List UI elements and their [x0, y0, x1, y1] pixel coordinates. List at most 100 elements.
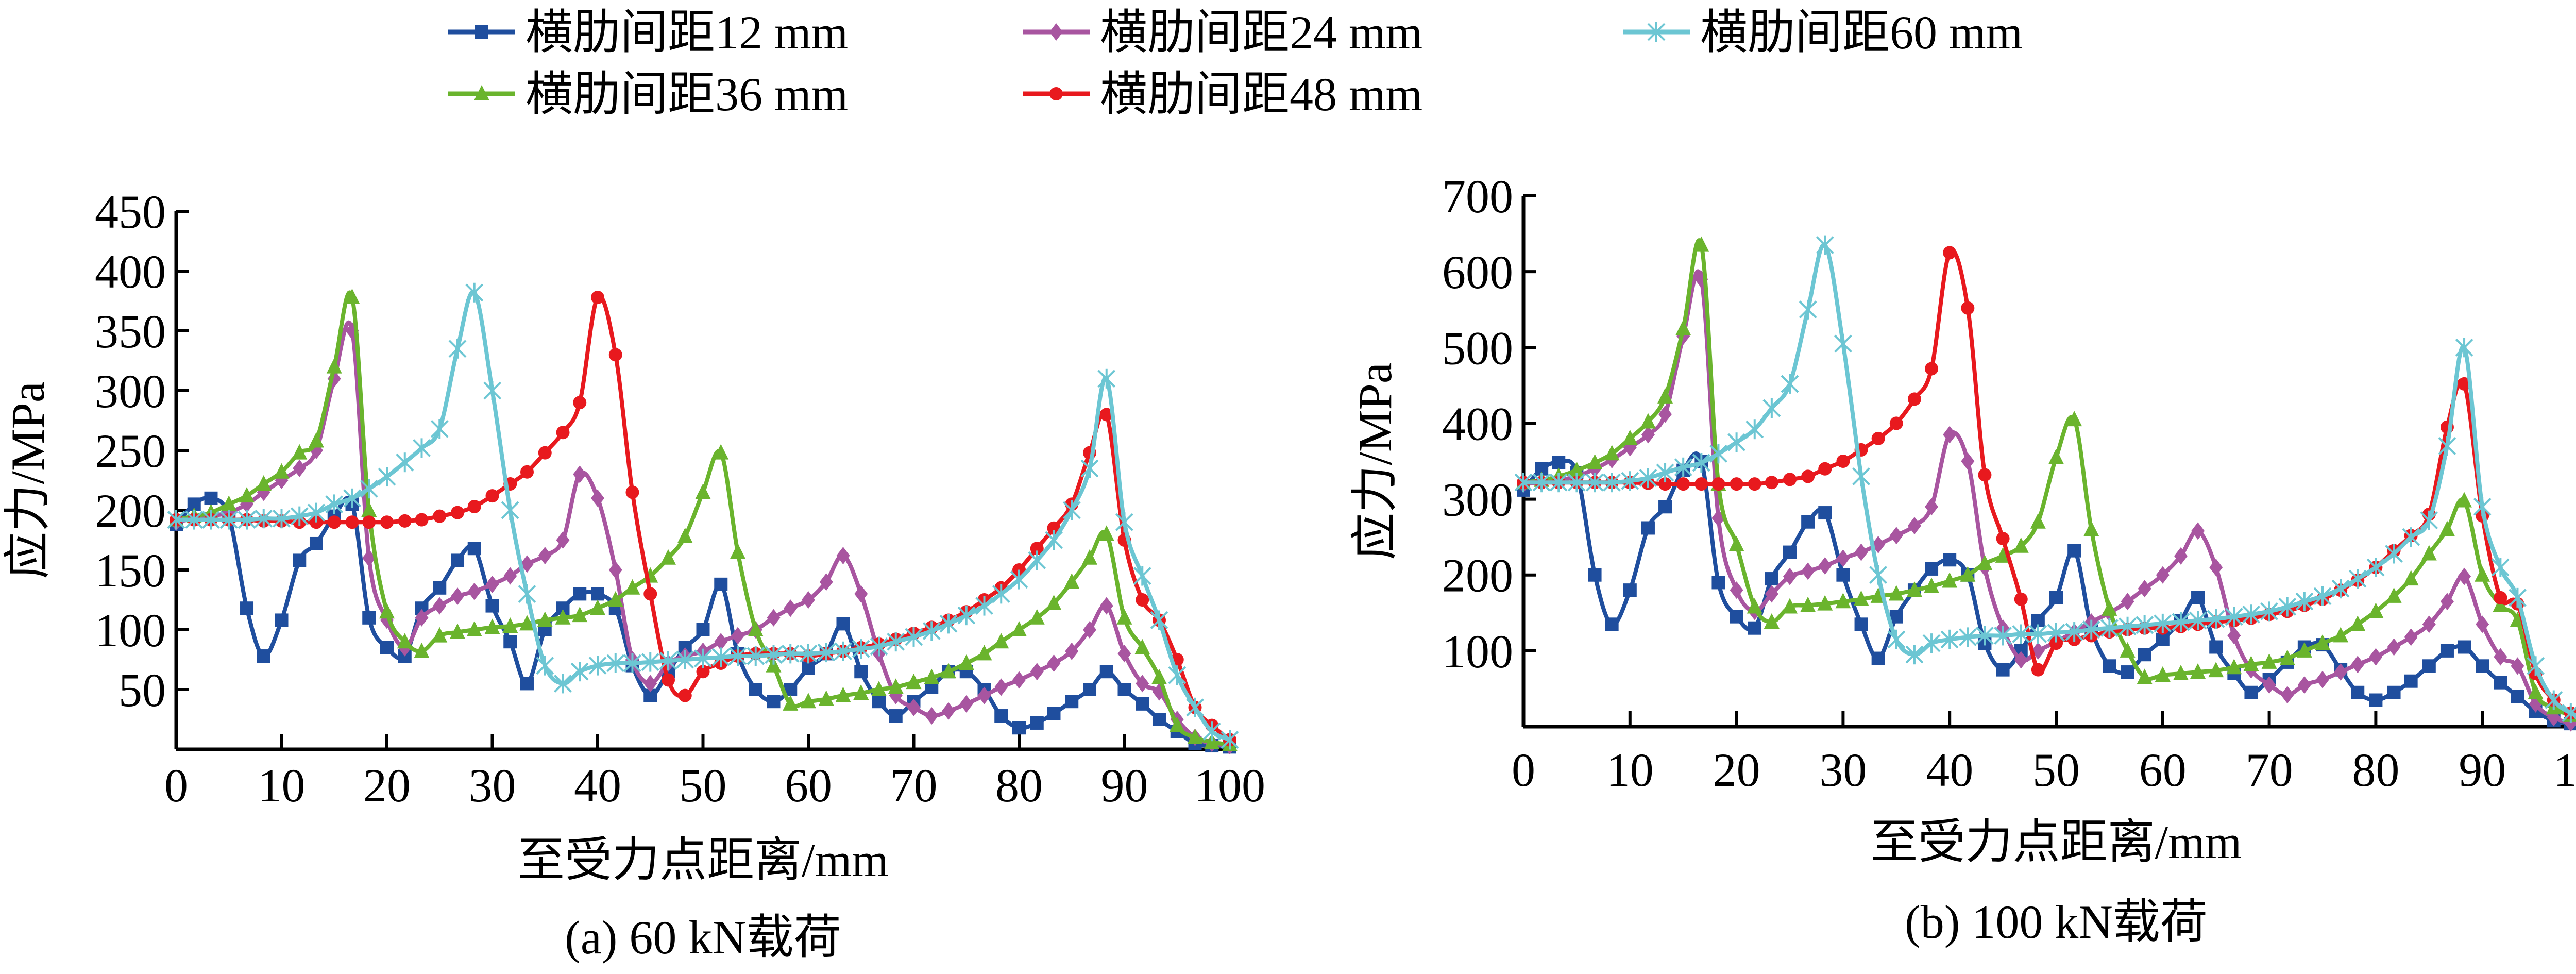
data-point	[1083, 683, 1097, 696]
data-point	[2420, 510, 2438, 530]
data-point	[397, 633, 413, 649]
y-tick-label: 350	[95, 305, 166, 358]
data-point	[467, 582, 481, 600]
data-point	[2191, 522, 2205, 540]
series-asterisk	[167, 282, 1239, 750]
data-point	[2029, 624, 2047, 644]
data-point	[538, 446, 552, 460]
data-point	[1925, 498, 1939, 516]
data-point	[939, 614, 958, 634]
data-point	[1641, 426, 1655, 444]
data-point	[1658, 500, 1672, 514]
data-point	[2154, 613, 2172, 633]
data-point	[2475, 566, 2490, 582]
data-point	[1641, 521, 1655, 535]
data-point	[1097, 368, 1116, 389]
data-point	[345, 515, 359, 529]
data-point	[1906, 581, 1922, 597]
data-point	[1817, 595, 1833, 611]
data-point	[1836, 455, 1850, 468]
data-point	[2351, 656, 2365, 674]
data-point	[765, 645, 783, 665]
data-point	[2456, 492, 2472, 508]
data-point	[2209, 559, 2223, 576]
data-point	[2562, 703, 2576, 723]
data-point	[608, 348, 622, 362]
x-tick-label: 0	[164, 759, 188, 812]
data-point	[1996, 663, 2010, 677]
data-point	[2369, 648, 2383, 666]
data-point	[1674, 457, 1692, 477]
data-point	[2545, 690, 2563, 710]
data-point	[1030, 663, 1044, 681]
data-point	[662, 673, 675, 687]
data-point	[2438, 436, 2456, 456]
y-tick-label: 100	[95, 604, 166, 657]
data-point	[678, 688, 692, 702]
data-point	[1960, 566, 1976, 582]
data-point	[2511, 657, 2524, 675]
data-point	[1639, 468, 1657, 488]
data-point	[2458, 377, 2471, 391]
data-point	[2243, 656, 2259, 671]
x-tick-label: 60	[785, 759, 832, 812]
data-point	[1976, 626, 1994, 646]
data-point	[2136, 615, 2154, 635]
data-point	[801, 693, 816, 709]
series-asterisk	[1514, 235, 2576, 723]
data-point	[2351, 685, 2365, 699]
data-point	[2422, 659, 2436, 673]
legend-label: 横肋间距12 mm	[526, 6, 848, 59]
data-point	[2350, 615, 2366, 631]
data-point	[2458, 567, 2471, 585]
data-point	[2476, 615, 2489, 633]
data-point	[1047, 707, 1061, 720]
data-point	[1012, 721, 1026, 735]
data-point	[343, 488, 361, 508]
data-point	[1151, 668, 1167, 684]
data-point	[433, 509, 447, 523]
data-point	[448, 339, 467, 359]
data-point	[1099, 597, 1113, 615]
data-point	[326, 358, 342, 374]
data-point	[993, 633, 1009, 649]
y-tick-label: 400	[95, 245, 166, 298]
data-point	[1030, 542, 1044, 556]
data-point	[1836, 549, 1850, 567]
data-point	[573, 587, 587, 601]
data-point	[451, 587, 465, 606]
data-point	[1907, 517, 1921, 535]
data-point	[1134, 639, 1150, 654]
data-point	[1202, 721, 1221, 742]
data-point	[781, 644, 800, 664]
data-point	[1711, 477, 1725, 491]
data-point	[1675, 320, 1691, 335]
data-point	[660, 549, 676, 565]
data-point	[308, 432, 324, 448]
data-point	[819, 573, 833, 591]
legend-item: 横肋间距60 mm	[1623, 6, 2023, 59]
data-point	[327, 515, 341, 529]
data-point	[1853, 590, 1869, 606]
series-triangle	[1516, 236, 2576, 722]
data-point	[922, 621, 941, 641]
data-point	[1588, 568, 1602, 582]
data-point	[1728, 535, 1744, 551]
data-point	[696, 665, 710, 679]
data-point	[975, 596, 993, 616]
data-point	[925, 707, 939, 725]
data-point	[307, 502, 326, 523]
data-point	[554, 674, 572, 694]
data-point	[1818, 506, 1832, 520]
data-point	[2242, 604, 2260, 625]
data-point	[1852, 466, 1870, 486]
series-square	[170, 491, 1236, 754]
data-point	[1978, 468, 1992, 482]
data-point	[887, 632, 905, 652]
data-point	[836, 547, 850, 565]
data-point	[1605, 617, 1619, 631]
data-point	[2369, 693, 2383, 707]
data-point	[1730, 477, 1743, 491]
data-point	[378, 467, 396, 487]
data-point	[1117, 645, 1131, 663]
